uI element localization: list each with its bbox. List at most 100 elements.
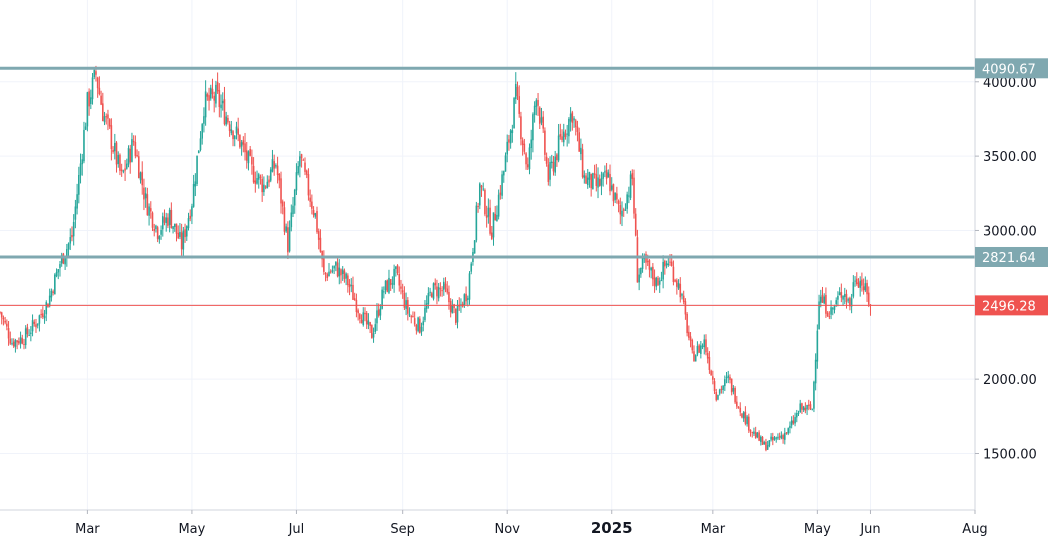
candle (461, 301, 464, 308)
candle (758, 430, 760, 442)
candle (593, 164, 596, 179)
candle (309, 189, 311, 207)
candle (398, 266, 401, 292)
candle (446, 281, 449, 295)
candle (626, 191, 628, 214)
candle (516, 81, 519, 101)
candle (307, 168, 310, 201)
candle (227, 114, 229, 125)
candle (814, 353, 817, 391)
candle (302, 158, 305, 161)
candle (466, 295, 469, 307)
candle (655, 276, 658, 291)
x-tick-label: Jul (288, 522, 305, 537)
candle (153, 223, 156, 237)
candle (21, 334, 24, 345)
candle (746, 414, 748, 427)
candle (761, 436, 764, 446)
candle (470, 261, 473, 275)
candle (576, 120, 579, 142)
candle (751, 431, 754, 438)
candle (208, 87, 210, 111)
candle (391, 276, 394, 289)
candle (74, 199, 77, 229)
candle (837, 291, 839, 307)
candle (783, 427, 786, 445)
time-axis[interactable]: Mar May Jul Sep Nov 2025 Mar May Jun Aug (75, 510, 988, 537)
candle (734, 386, 736, 405)
candle (129, 144, 132, 174)
candle (381, 286, 383, 310)
candle (122, 169, 125, 174)
candle (564, 129, 567, 140)
x-tick-label: Sep (390, 522, 415, 537)
candle (225, 111, 227, 127)
candle (283, 201, 286, 236)
candle (454, 308, 457, 326)
candle (31, 314, 34, 337)
candle (388, 269, 390, 295)
candle (357, 308, 359, 321)
candle (842, 295, 844, 306)
candle (120, 163, 123, 177)
candle (158, 235, 161, 244)
candle (278, 173, 281, 189)
candle (676, 278, 678, 295)
candle (729, 374, 731, 384)
candle (530, 129, 532, 160)
candle (703, 334, 706, 355)
candle (434, 278, 437, 290)
candle (91, 72, 94, 105)
candle (633, 169, 635, 219)
candle (252, 157, 255, 184)
candle (436, 279, 438, 305)
candle (168, 207, 171, 233)
candle (838, 287, 841, 296)
candle (778, 432, 781, 440)
candle (592, 172, 594, 190)
candle (83, 121, 85, 164)
candle (684, 298, 687, 320)
candle (311, 194, 313, 215)
candle (197, 150, 200, 154)
price-axis[interactable]: 1500.002000.002500.003000.003500.004000.… (975, 76, 1037, 463)
y-tick-label: 1500.00 (983, 447, 1037, 462)
candle (449, 298, 452, 318)
candle (271, 149, 274, 173)
candle (290, 204, 293, 232)
candle (742, 411, 745, 422)
candle (141, 161, 144, 195)
candle (545, 152, 548, 167)
candle (54, 273, 56, 295)
candle (777, 433, 779, 441)
candle (504, 152, 507, 172)
candle (247, 150, 250, 171)
candle (256, 170, 258, 185)
candle (638, 268, 640, 291)
candle (797, 410, 800, 416)
candle (23, 338, 25, 350)
candle (151, 211, 154, 232)
candle (369, 321, 371, 334)
candle (362, 307, 365, 327)
candle (50, 288, 53, 302)
candle (365, 310, 368, 329)
candle (662, 255, 664, 289)
candle (333, 265, 335, 275)
candle (88, 88, 90, 116)
candle (148, 203, 150, 226)
candle (24, 325, 27, 349)
candle (607, 169, 610, 178)
candle (201, 122, 203, 145)
candle (321, 250, 323, 268)
candle (468, 271, 471, 305)
candle (866, 279, 868, 302)
candle (55, 268, 58, 278)
candle (336, 256, 339, 278)
candle (124, 160, 126, 181)
candle (304, 157, 306, 176)
candle (2, 315, 5, 326)
candle (6, 319, 8, 331)
candle (410, 314, 413, 324)
candle (609, 164, 611, 196)
